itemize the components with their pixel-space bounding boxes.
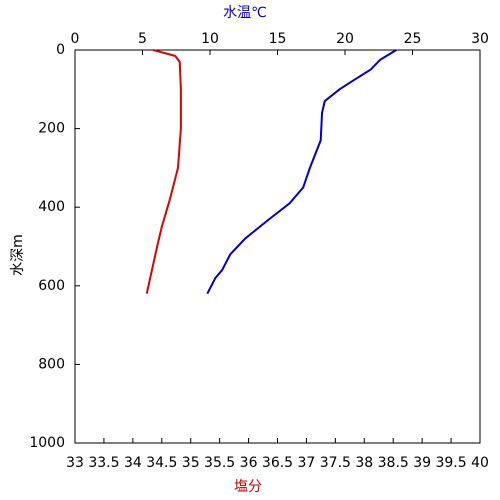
plot-frame bbox=[74, 49, 481, 444]
x-tick-label: 35 bbox=[182, 455, 200, 471]
x-tick-label: 36.5 bbox=[262, 455, 293, 471]
x2-tick-label: 5 bbox=[138, 31, 147, 47]
x2-tick-label: 15 bbox=[269, 31, 287, 47]
x-tick-label: 39.5 bbox=[435, 455, 466, 471]
x-tick-label: 34 bbox=[124, 455, 142, 471]
y-tick-label: 600 bbox=[38, 278, 65, 294]
y-tick-label: 0 bbox=[56, 42, 65, 58]
x-tick-label: 34.5 bbox=[146, 455, 177, 471]
x-tick-label: 37 bbox=[298, 455, 316, 471]
x-tick-label: 40 bbox=[471, 455, 489, 471]
y-tick-label: 200 bbox=[38, 121, 65, 137]
x-tick-label: 38.5 bbox=[378, 455, 409, 471]
profile-line bbox=[206, 49, 397, 295]
x2-tick-label: 0 bbox=[71, 31, 80, 47]
y-tick-label: 1000 bbox=[29, 435, 65, 451]
x-tick-label: 33.5 bbox=[88, 455, 119, 471]
x2-tick-label: 25 bbox=[404, 31, 422, 47]
top-axis-title: 水温℃ bbox=[223, 5, 267, 21]
x-tick-label: 39 bbox=[413, 455, 431, 471]
x-tick-label: 35.5 bbox=[204, 455, 235, 471]
x2-tick-label: 10 bbox=[201, 31, 219, 47]
x-tick-label: 37.5 bbox=[320, 455, 351, 471]
x-tick-label: 38 bbox=[355, 455, 373, 471]
y-tick-label: 800 bbox=[38, 356, 65, 372]
x-tick-label: 36 bbox=[240, 455, 258, 471]
bottom-axis-title: 塩分 bbox=[234, 479, 262, 495]
y-axis-title: 水深m bbox=[10, 234, 26, 276]
y-tick-label: 400 bbox=[38, 199, 65, 215]
x2-tick-label: 20 bbox=[336, 31, 354, 47]
profile-line bbox=[145, 49, 182, 294]
x2-tick-label: 30 bbox=[471, 31, 489, 47]
x-tick-label: 33 bbox=[66, 455, 84, 471]
